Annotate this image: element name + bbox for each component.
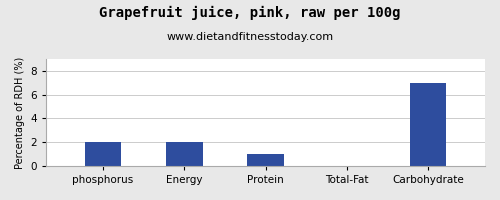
Bar <box>248 154 284 166</box>
Text: www.dietandfitnesstoday.com: www.dietandfitnesstoday.com <box>166 32 334 42</box>
Text: Grapefruit juice, pink, raw per 100g: Grapefruit juice, pink, raw per 100g <box>99 6 401 20</box>
Y-axis label: Percentage of RDH (%): Percentage of RDH (%) <box>15 56 25 169</box>
Bar <box>410 83 447 166</box>
Bar <box>85 142 122 166</box>
Bar <box>166 142 202 166</box>
